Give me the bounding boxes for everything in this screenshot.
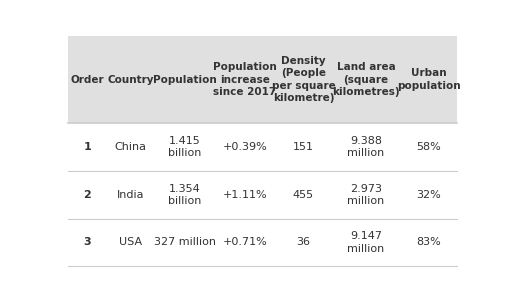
Text: 1.415
billion: 1.415 billion — [168, 136, 201, 158]
Text: 9.147
million: 9.147 million — [348, 231, 385, 254]
Text: Urban
population: Urban population — [397, 68, 461, 91]
Text: +1.11%: +1.11% — [223, 190, 267, 200]
Text: Density
(People
per square
kilometre): Density (People per square kilometre) — [271, 56, 335, 103]
Text: 1.354
billion: 1.354 billion — [168, 184, 201, 206]
Text: Order: Order — [71, 75, 104, 85]
Text: +0.71%: +0.71% — [223, 237, 267, 247]
Text: Land area
(square
kilometres): Land area (square kilometres) — [332, 62, 400, 97]
FancyBboxPatch shape — [68, 171, 457, 219]
FancyBboxPatch shape — [68, 219, 457, 266]
Text: 3: 3 — [83, 237, 91, 247]
Text: 32%: 32% — [416, 190, 441, 200]
FancyBboxPatch shape — [68, 36, 457, 123]
Text: +0.39%: +0.39% — [223, 142, 267, 152]
Text: 58%: 58% — [416, 142, 441, 152]
Text: 151: 151 — [293, 142, 314, 152]
Text: 327 million: 327 million — [154, 237, 216, 247]
Text: 83%: 83% — [416, 237, 441, 247]
Text: China: China — [115, 142, 146, 152]
Text: 2.973
million: 2.973 million — [348, 184, 385, 206]
Text: USA: USA — [119, 237, 142, 247]
Text: 455: 455 — [293, 190, 314, 200]
Text: 2: 2 — [83, 190, 91, 200]
Text: Population: Population — [153, 75, 217, 85]
Text: 1: 1 — [83, 142, 91, 152]
FancyBboxPatch shape — [68, 123, 457, 171]
Text: Country: Country — [108, 75, 154, 85]
Text: 36: 36 — [296, 237, 310, 247]
Text: Population
increase
since 2017: Population increase since 2017 — [213, 62, 277, 97]
Text: 9.388
million: 9.388 million — [348, 136, 385, 158]
Text: India: India — [117, 190, 144, 200]
